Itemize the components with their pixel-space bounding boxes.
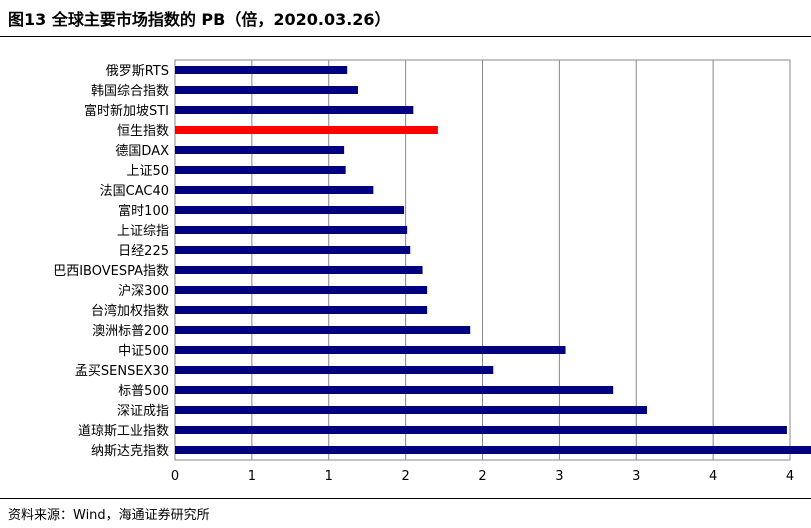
category-label: 德国DAX [115,144,169,159]
category-label: 韩国综合指数 [91,84,169,99]
category-label: 法国CAC40 [100,184,169,199]
bar [175,266,423,274]
bar [175,306,428,314]
bar [175,426,787,434]
category-label: 沪深300 [118,283,169,299]
category-label: 巴西IBOVESPA指数 [53,264,169,279]
category-label: 日经225 [118,244,169,259]
bar [175,126,438,134]
category-label: 上证50 [126,164,169,179]
category-label: 标普500 [118,384,169,399]
bar [175,326,471,334]
x-tick-label: 4 [709,469,717,484]
category-label: 富时100 [118,203,169,219]
bar [175,366,494,374]
bar [175,206,405,214]
bar [175,166,346,174]
bar [175,246,411,254]
bar [175,446,811,454]
x-tick-label: 4 [786,469,794,484]
category-label: 澳洲标普200 [92,323,169,339]
bar [175,186,374,194]
x-tick-label: 0 [171,469,179,484]
bar [175,106,414,114]
category-label: 孟买SENSEX30 [75,364,169,379]
bar [175,226,408,234]
title-divider [0,36,811,37]
bar [175,406,648,414]
category-label: 俄罗斯RTS [106,64,169,79]
category-label: 深证成指 [117,404,169,419]
category-label: 上证综指 [117,224,169,239]
x-tick-label: 1 [325,469,333,484]
bar [175,346,566,354]
bar [175,386,614,394]
x-tick-label: 3 [555,469,563,484]
bar [175,86,358,94]
x-tick-label: 3 [632,469,640,484]
x-tick-label: 2 [478,469,486,484]
source-note: 资料来源：Wind，海通证券研究所 [8,508,210,523]
category-label: 纳斯达克指数 [91,444,169,459]
x-tick-label: 1 [248,469,256,484]
source-divider [0,498,811,499]
category-label: 道琼斯工业指数 [78,424,169,439]
category-label: 中证500 [118,344,169,359]
bar [175,286,428,294]
category-label: 富时新加坡STI [84,103,169,119]
category-label: 恒生指数 [117,124,169,139]
chart-title: 图13 全球主要市场指数的 PB（倍，2020.03.26） [8,10,391,29]
bar [175,146,345,154]
category-label: 台湾加权指数 [91,303,169,319]
bar [175,66,348,74]
x-tick-label: 2 [401,469,409,484]
